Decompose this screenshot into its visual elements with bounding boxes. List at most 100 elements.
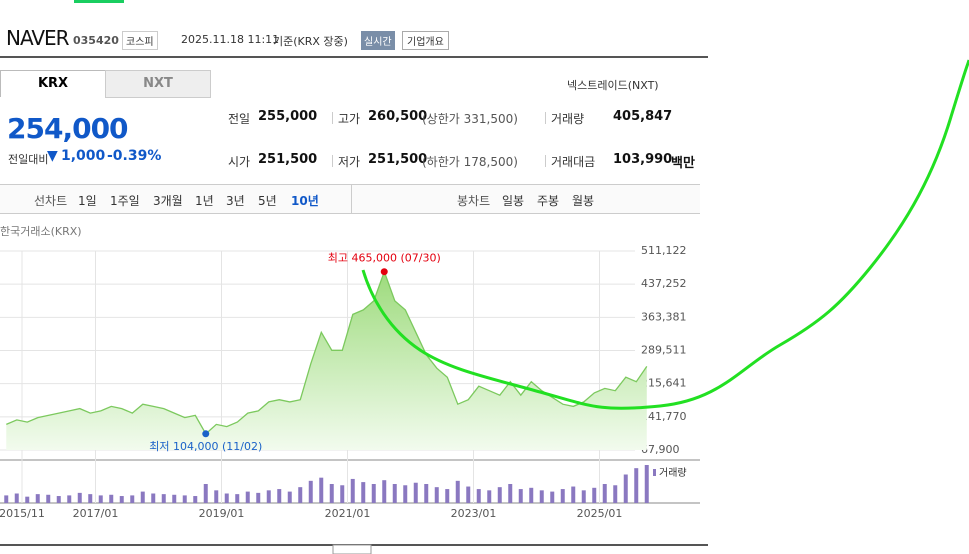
- extreme-label: 최고 465,000 (07/30): [328, 252, 441, 265]
- volume-bar: [277, 489, 282, 503]
- stat-value: 260,500: [368, 109, 428, 124]
- volume-bar: [592, 487, 597, 503]
- volume-bar: [287, 491, 292, 503]
- volume-bar: [371, 484, 376, 503]
- candle-button[interactable]: 주봉: [537, 194, 560, 208]
- period-button[interactable]: 10년: [291, 194, 319, 208]
- volume-bar: [182, 495, 187, 503]
- volume-bar: [235, 494, 240, 503]
- volume-bar: [340, 485, 345, 503]
- candle-button[interactable]: 일봉: [502, 194, 525, 208]
- volume-bar: [613, 485, 618, 503]
- basis: 기준(KRX 장중): [273, 35, 348, 48]
- company-info-button[interactable]: 기업개요: [402, 31, 449, 50]
- y-tick-label: 67,900: [641, 443, 680, 456]
- tab-nxt[interactable]: NXT: [105, 70, 211, 98]
- volume-bar: [455, 480, 460, 503]
- stat-label: 거래대금: [551, 155, 596, 169]
- volume-bar: [560, 489, 565, 503]
- stat-label: 고가: [338, 112, 361, 126]
- volume-bar: [88, 494, 93, 503]
- volume-bar: [14, 493, 19, 503]
- volume-bar: [151, 493, 156, 503]
- realtime-badge[interactable]: 실시간: [361, 31, 395, 50]
- source-label: 한국거래소(KRX): [0, 225, 82, 238]
- candle-button[interactable]: 월봉: [572, 194, 595, 208]
- period-button[interactable]: 1년: [195, 194, 214, 208]
- volume-bar: [140, 491, 145, 503]
- stat-label: 거래량: [551, 112, 585, 126]
- stat-value: 251,500: [258, 152, 318, 167]
- extreme-marker: [202, 430, 210, 438]
- period-button[interactable]: 3개월: [153, 194, 183, 208]
- volume-bar: [56, 496, 61, 503]
- volume-bar: [571, 486, 576, 503]
- volume-bar: [214, 490, 219, 503]
- x-tick-label: 2021/01: [325, 507, 371, 520]
- tab-indicator: [74, 0, 124, 3]
- volume-bar: [77, 492, 82, 503]
- volume-bar: [550, 491, 555, 503]
- collapse-button[interactable]: [332, 544, 372, 554]
- stat-label: 시가: [228, 155, 251, 169]
- datetime: 2025.11.18 11:11: [181, 33, 280, 46]
- y-tick-label: 215,641: [641, 377, 687, 390]
- volume-bar: [224, 493, 229, 503]
- volume-bar: [487, 490, 492, 503]
- x-tick-label: 2023/01: [451, 507, 497, 520]
- change-value: 1,000: [61, 148, 106, 164]
- volume-bar: [245, 491, 250, 503]
- volume-bar: [298, 487, 303, 503]
- volume-bar: [172, 494, 177, 503]
- x-tick-label: 2017/01: [73, 507, 119, 520]
- change-rate: -0.39%: [107, 148, 162, 164]
- volume-bar: [476, 489, 481, 503]
- volume-bar: [161, 494, 166, 503]
- stock-name: NAVER: [6, 26, 70, 50]
- header-rule: [0, 56, 708, 58]
- period-button[interactable]: 1주일: [110, 194, 140, 208]
- volume-bar: [266, 490, 271, 503]
- stat-label: 전일: [228, 112, 251, 126]
- volume-bar: [193, 496, 198, 503]
- stat-unit: 백만: [671, 156, 695, 171]
- x-tick-label: 2025/01: [577, 507, 623, 520]
- volume-bar: [119, 496, 124, 503]
- stat-note: (상한가 331,500): [422, 112, 518, 126]
- stat-value: 103,990: [613, 152, 673, 167]
- volume-bar: [382, 480, 387, 503]
- volume-legend-swatch: [653, 469, 656, 476]
- stat-separator: [545, 155, 546, 167]
- volume-bar: [445, 489, 450, 503]
- market-badge: 코스피: [122, 31, 158, 50]
- period-button[interactable]: 1일: [78, 194, 97, 208]
- volume-bar: [644, 465, 649, 503]
- volume-bar: [392, 484, 397, 503]
- volume-bar: [434, 487, 439, 503]
- volume-bar: [256, 492, 261, 503]
- volume-legend: 거래량: [659, 467, 687, 479]
- volume-bar: [539, 490, 544, 503]
- stock-code: 035420: [73, 34, 119, 47]
- price-area: [6, 271, 647, 450]
- y-tick-label: 511,122: [641, 244, 687, 257]
- volume-bar: [35, 494, 40, 503]
- current-price: 254,000: [7, 112, 129, 145]
- volume-bar: [634, 468, 639, 503]
- y-tick-label: 141,770: [641, 410, 687, 423]
- period-button[interactable]: 5년: [258, 194, 277, 208]
- volume-bar: [46, 494, 51, 503]
- volume-bar: [508, 484, 513, 503]
- volume-bar: [403, 485, 408, 503]
- period-button[interactable]: 3년: [226, 194, 245, 208]
- y-tick-label: 437,252: [641, 277, 687, 290]
- volume-bar: [319, 477, 324, 503]
- extreme-marker: [380, 268, 388, 276]
- stat-value: 405,847: [613, 109, 673, 124]
- volume-bar: [203, 484, 208, 503]
- x-tick-label: 2019/01: [199, 507, 245, 520]
- y-tick-label: 363,381: [641, 310, 687, 323]
- volume-bar: [518, 489, 523, 503]
